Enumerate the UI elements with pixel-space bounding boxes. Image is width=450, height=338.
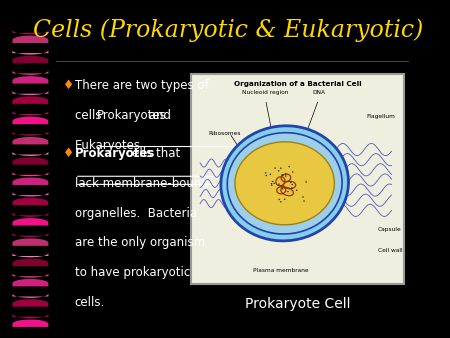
Text: cells.: cells. — [75, 296, 105, 309]
Ellipse shape — [292, 171, 293, 173]
Text: Nucleoid region: Nucleoid region — [243, 90, 289, 95]
Text: Cells (Prokaryotic & Eukaryotic): Cells (Prokaryotic & Eukaryotic) — [33, 19, 423, 42]
Text: DNA: DNA — [312, 90, 325, 95]
Ellipse shape — [270, 183, 272, 184]
Text: Prokaryotes: Prokaryotes — [75, 147, 155, 160]
Ellipse shape — [221, 126, 348, 241]
Text: Flagellum: Flagellum — [366, 114, 395, 119]
Ellipse shape — [266, 175, 267, 176]
Ellipse shape — [227, 133, 342, 234]
Text: Eukaryotes: Eukaryotes — [75, 139, 141, 152]
Text: Organization of a Bacterial Cell: Organization of a Bacterial Cell — [234, 81, 361, 87]
Text: ♦: ♦ — [63, 147, 74, 160]
Ellipse shape — [288, 166, 290, 167]
Ellipse shape — [285, 175, 287, 177]
Ellipse shape — [271, 185, 273, 186]
Text: lack membrane-bound: lack membrane-bound — [75, 177, 209, 190]
Ellipse shape — [287, 191, 289, 192]
Text: to have prokaryotic: to have prokaryotic — [75, 266, 190, 279]
Ellipse shape — [281, 174, 283, 176]
FancyBboxPatch shape — [191, 74, 404, 284]
Ellipse shape — [274, 183, 275, 184]
Text: Prokaryotes: Prokaryotes — [97, 109, 167, 122]
Ellipse shape — [292, 184, 293, 185]
Text: cells: cells — [75, 109, 105, 122]
Text: Prokaryote Cell: Prokaryote Cell — [245, 297, 350, 311]
Text: Capsule: Capsule — [378, 227, 402, 232]
Ellipse shape — [235, 142, 334, 225]
Ellipse shape — [278, 184, 280, 185]
Ellipse shape — [274, 167, 276, 169]
Ellipse shape — [270, 174, 271, 175]
Text: There are two types of: There are two types of — [75, 79, 208, 92]
Text: organelles.  Bacteria: organelles. Bacteria — [75, 207, 197, 219]
Ellipse shape — [284, 198, 286, 200]
Ellipse shape — [278, 170, 279, 171]
Ellipse shape — [282, 188, 284, 190]
Text: are the only organism: are the only organism — [75, 236, 205, 249]
Text: Ribosomes: Ribosomes — [208, 130, 241, 136]
Ellipse shape — [285, 173, 287, 175]
Ellipse shape — [265, 172, 266, 174]
Text: ♦: ♦ — [63, 79, 74, 92]
Text: Cell wall: Cell wall — [378, 248, 403, 253]
Ellipse shape — [305, 181, 307, 183]
Text: Plasma membrane: Plasma membrane — [252, 268, 308, 273]
Text: cells that: cells that — [122, 147, 180, 160]
Ellipse shape — [280, 185, 282, 187]
Ellipse shape — [282, 174, 284, 176]
Ellipse shape — [272, 181, 273, 182]
Ellipse shape — [280, 168, 282, 169]
Ellipse shape — [290, 182, 292, 183]
Ellipse shape — [302, 196, 304, 198]
Ellipse shape — [303, 200, 305, 202]
Text: and: and — [144, 109, 171, 122]
Ellipse shape — [280, 201, 282, 202]
Ellipse shape — [279, 199, 280, 200]
Ellipse shape — [291, 188, 292, 189]
Ellipse shape — [296, 190, 297, 191]
